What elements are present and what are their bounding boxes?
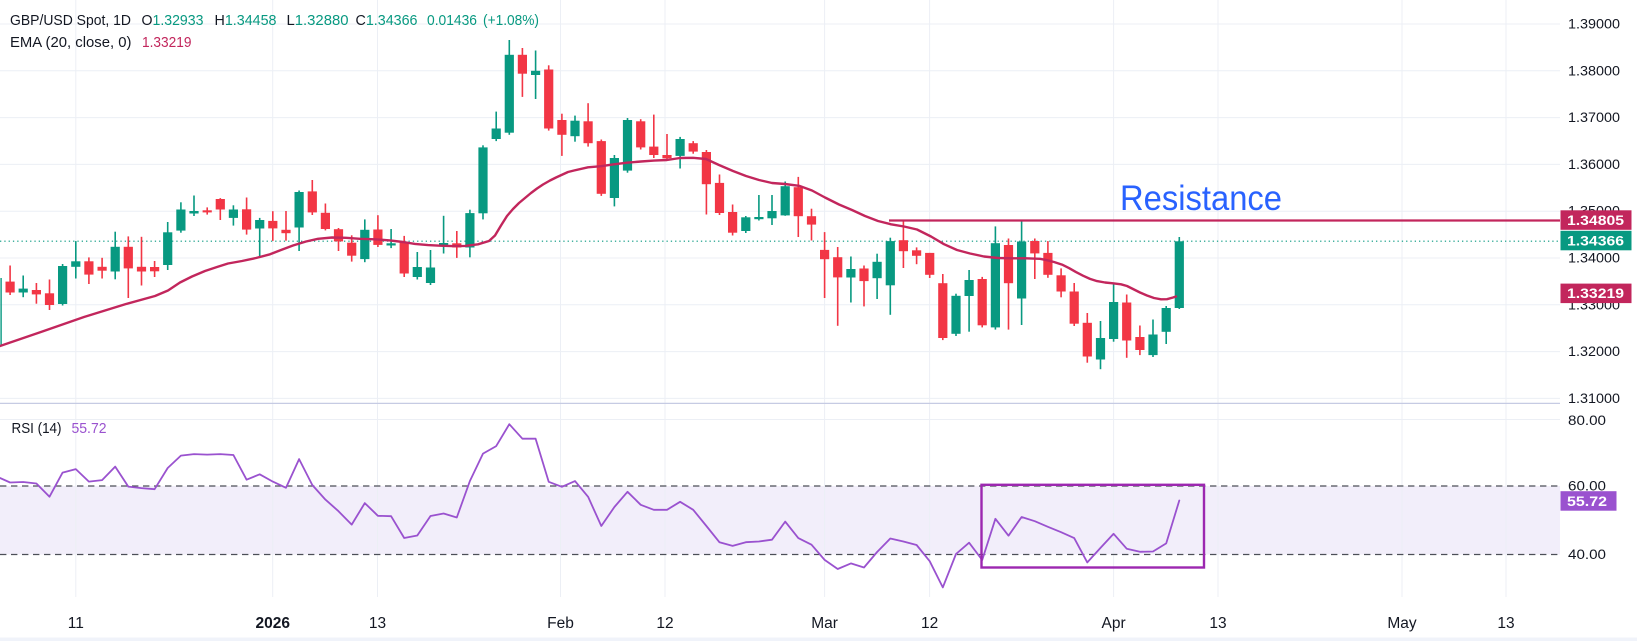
svg-text:12: 12 bbox=[656, 615, 673, 632]
svg-text:1.34805: 1.34805 bbox=[1567, 212, 1624, 228]
svg-text:1.37000: 1.37000 bbox=[1568, 110, 1620, 125]
svg-text:13: 13 bbox=[369, 615, 386, 632]
svg-text:GBP/USD Spot, 1D: GBP/USD Spot, 1D bbox=[10, 12, 131, 29]
svg-text:C1.34366: C1.34366 bbox=[356, 12, 418, 29]
svg-text:55.72: 55.72 bbox=[1567, 493, 1607, 509]
svg-text:EMA (20, close, 0): EMA (20, close, 0) bbox=[10, 34, 132, 51]
svg-text:2026: 2026 bbox=[255, 615, 290, 632]
svg-text:RSI (14): RSI (14) bbox=[12, 420, 62, 437]
svg-text:1.31000: 1.31000 bbox=[1568, 391, 1620, 406]
svg-text:1.32000: 1.32000 bbox=[1568, 344, 1620, 359]
svg-text:80.00: 80.00 bbox=[1568, 413, 1606, 428]
svg-text:1.33219: 1.33219 bbox=[142, 34, 192, 51]
svg-text:1.39000: 1.39000 bbox=[1568, 17, 1620, 32]
svg-text:1.36000: 1.36000 bbox=[1568, 157, 1620, 172]
svg-text:(+1.08%): (+1.08%) bbox=[483, 12, 539, 29]
svg-text:May: May bbox=[1387, 615, 1417, 632]
svg-text:1.38000: 1.38000 bbox=[1568, 63, 1620, 78]
svg-text:1.34366: 1.34366 bbox=[1567, 232, 1624, 248]
svg-text:L1.32880: L1.32880 bbox=[287, 12, 349, 29]
svg-text:1.33219: 1.33219 bbox=[1567, 285, 1624, 301]
svg-text:11: 11 bbox=[68, 615, 84, 632]
svg-text:55.72: 55.72 bbox=[72, 420, 107, 437]
svg-text:60.00: 60.00 bbox=[1568, 479, 1606, 494]
svg-text:13: 13 bbox=[1497, 615, 1514, 632]
svg-text:Resistance: Resistance bbox=[1120, 179, 1282, 218]
svg-text:40.00: 40.00 bbox=[1568, 547, 1606, 562]
svg-text:Apr: Apr bbox=[1102, 615, 1126, 632]
svg-text:O1.32933: O1.32933 bbox=[142, 12, 204, 29]
svg-text:Mar: Mar bbox=[811, 615, 838, 632]
svg-text:Feb: Feb bbox=[547, 615, 574, 632]
svg-text:12: 12 bbox=[921, 615, 938, 632]
svg-text:1.34000: 1.34000 bbox=[1568, 251, 1620, 266]
svg-text:13: 13 bbox=[1209, 615, 1226, 632]
svg-text:H1.34458: H1.34458 bbox=[215, 12, 277, 29]
svg-text:0.01436: 0.01436 bbox=[427, 12, 477, 29]
